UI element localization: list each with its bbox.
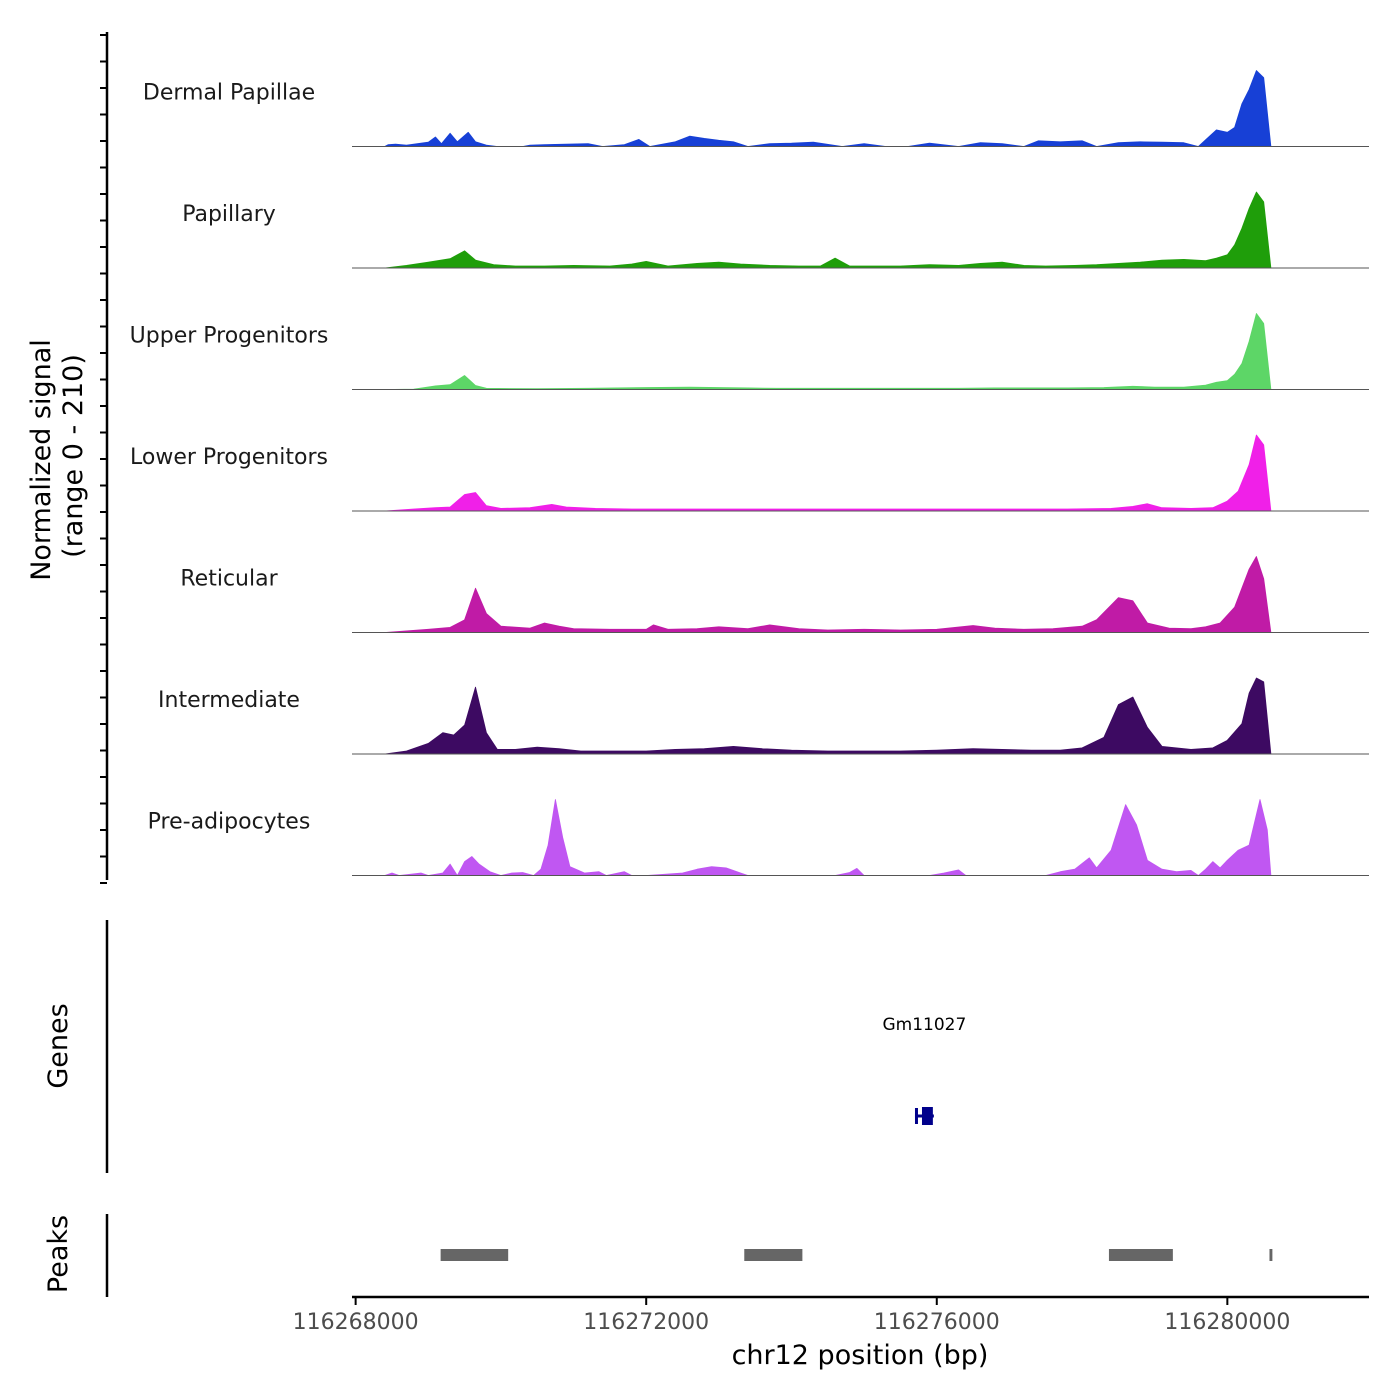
gene-exon bbox=[921, 1107, 933, 1125]
x-axis-ticks: 116268000 116272000 116276000 116280000 bbox=[293, 1297, 1290, 1335]
y-axis-title: Normalized signal bbox=[26, 339, 57, 581]
peak-region bbox=[440, 1249, 509, 1261]
gene-label: Gm11027 bbox=[883, 1015, 967, 1035]
coverage-area bbox=[384, 556, 1272, 633]
coverage-y-ticks bbox=[100, 34, 107, 884]
coverage-area bbox=[384, 799, 1272, 876]
peak-region bbox=[1269, 1249, 1273, 1261]
track-dermal-papillae: Dermal Papillae bbox=[143, 70, 1369, 147]
track-label: Reticular bbox=[180, 567, 278, 592]
y-axis-range: (range 0 - 210) bbox=[58, 354, 89, 558]
x-tick-label: 116280000 bbox=[1164, 1310, 1290, 1335]
coverage-area bbox=[384, 434, 1272, 512]
peak-region bbox=[744, 1249, 803, 1261]
track-label: Upper Progenitors bbox=[130, 324, 329, 349]
track-label: Pre-adipocytes bbox=[148, 810, 311, 835]
track-intermediate: Intermediate bbox=[158, 677, 1369, 755]
track-lower-progenitors: Lower Progenitors bbox=[130, 434, 1369, 512]
coverage-area bbox=[384, 313, 1272, 390]
track-papillary: Papillary bbox=[182, 191, 1369, 269]
track-reticular: Reticular bbox=[180, 556, 1369, 633]
x-tick-label: 116272000 bbox=[583, 1310, 709, 1335]
gene-annotations: Gm11027 bbox=[883, 1015, 967, 1125]
track-pre-adipocytes: Pre-adipocytes bbox=[148, 799, 1369, 876]
coverage-area bbox=[384, 191, 1272, 269]
coverage-area bbox=[384, 677, 1272, 755]
track-label: Lower Progenitors bbox=[130, 445, 328, 470]
track-label: Dermal Papillae bbox=[143, 81, 315, 106]
x-tick-label: 116268000 bbox=[293, 1310, 419, 1335]
peak-regions bbox=[440, 1249, 1273, 1261]
peaks-track-title: Peaks bbox=[43, 1215, 74, 1293]
gene-exon bbox=[914, 1108, 918, 1124]
peak-region bbox=[1108, 1249, 1173, 1261]
track-upper-progenitors: Upper Progenitors bbox=[130, 313, 1369, 390]
coverage-tracks: Dermal Papillae Papillary Upper Progenitor… bbox=[130, 70, 1369, 876]
x-axis-title: chr12 position (bp) bbox=[732, 1340, 989, 1371]
coverage-area bbox=[384, 70, 1272, 147]
genes-track-title: Genes bbox=[43, 1003, 74, 1088]
track-label: Intermediate bbox=[158, 688, 300, 713]
x-tick-label: 116276000 bbox=[874, 1310, 1000, 1335]
track-label: Papillary bbox=[182, 202, 276, 227]
